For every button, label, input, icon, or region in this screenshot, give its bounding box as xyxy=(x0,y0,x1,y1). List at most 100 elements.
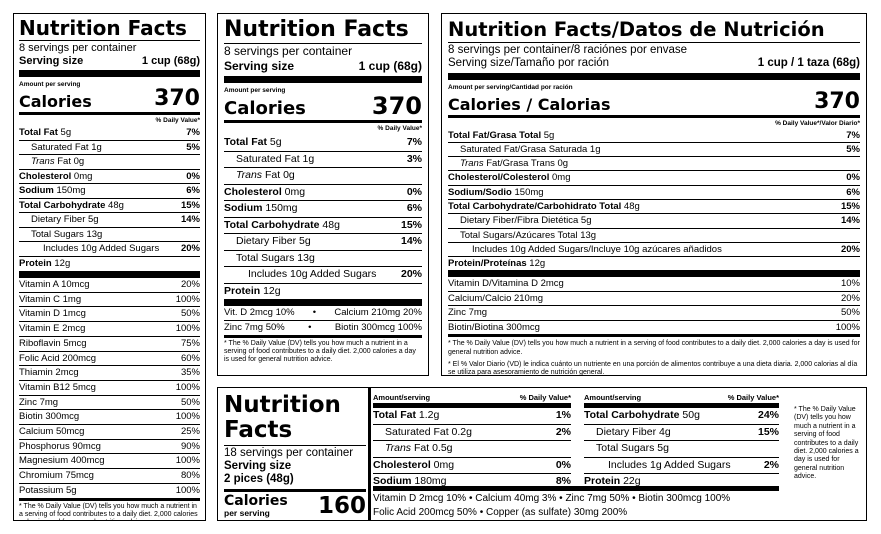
nutrient-label: Total Carbohydrate xyxy=(19,199,106,211)
nutrient-amount: 1g xyxy=(299,152,315,165)
nutrient-label: Sodium xyxy=(373,475,412,487)
nutrient-row: Total Sugars 5g xyxy=(584,440,779,457)
nutrient-row: Includes 10g Added Sugars 20% xyxy=(19,241,200,256)
nutrient-row: Sodium 150mg 6% xyxy=(224,200,422,217)
calories-value: 160 xyxy=(317,493,366,519)
nutrient-label: Trans xyxy=(31,156,55,167)
nutrient-amount: 5g xyxy=(296,235,311,247)
nutrient-daily-value: 1% xyxy=(555,409,571,421)
nutrient-label: Dietary Fiber xyxy=(596,425,657,438)
footnote: * The % Daily Value (DV) tells you how m… xyxy=(19,502,198,520)
nutrient-label: Total Fat xyxy=(373,409,416,421)
nutrient-daily-value: 6% xyxy=(186,185,200,196)
nutrient-row: Total Carbohydrate 48g 15% xyxy=(224,216,422,234)
nutrient-label: Total Carbohydrate xyxy=(584,409,680,421)
nutrient-row: Total Carbohydrate 48g 15% xyxy=(19,197,200,213)
footnote-spanish: * El % Valor Diario (VD) le indica cuánt… xyxy=(448,360,858,376)
nutrient-amount: 50g xyxy=(679,409,700,421)
servings-per-container: 18 servings per container xyxy=(224,447,354,459)
nutrient-amount: 5g xyxy=(57,127,72,138)
servings-per-container: 8 servings per container/8 raciónes por … xyxy=(448,43,688,56)
vitamin-row: Calcium 50mcg 25% xyxy=(19,424,200,439)
nutrient-amount: 0mg xyxy=(281,185,306,198)
nutrient-list: Total Fat 5g 7% Saturated Fat 1g 5% Trans Fa… xyxy=(19,126,200,270)
vitamin-row: Vitamin E 2mcg 100% xyxy=(19,321,200,336)
vitamin-label: Vitamin D/Vitamina D 2mcg xyxy=(448,278,564,290)
nutrient-row: Dietary Fiber/Fibra Dietética 5g 14% xyxy=(448,213,860,227)
nutrient-row: Protein 22g xyxy=(584,473,779,490)
nutrient-label: Saturated Fat xyxy=(385,425,449,438)
nutrient-row: Saturated Fat 1g 5% xyxy=(19,139,200,155)
bullet: • xyxy=(312,307,317,318)
nutrient-row: Trans Fat 0.5g xyxy=(373,440,571,457)
nutrient-label: Trans xyxy=(460,158,484,170)
vitamin-row: Calcium/Calcio 210mg 20% xyxy=(448,290,860,306)
nutrient-list: Total Fat/Grasa Total 5g 7% Saturated Fat/… xyxy=(448,129,860,271)
nutrient-amount: 150mg xyxy=(511,186,544,198)
footnote: * The % Daily Value (DV) tells you how m… xyxy=(794,406,859,481)
servings-per-container: 8 servings per container xyxy=(19,42,137,54)
nutrient-amount: 0mg xyxy=(71,170,93,182)
nutrient-amount: 48g xyxy=(105,199,124,211)
biotin: Biotin 300mcg 100% xyxy=(334,322,422,333)
nutrient-row: Total Fat 5g 7% xyxy=(224,135,422,151)
label-title-line2: Facts xyxy=(224,417,293,443)
nutrient-daily-value: 5% xyxy=(186,141,200,153)
nutrient-amount: 5g xyxy=(541,129,555,141)
nutrient-row: Dietary Fiber 5g 14% xyxy=(224,233,422,250)
nutrient-row: Total Sugars 13g xyxy=(19,226,200,242)
nutrient-row: Cholesterol 0mg 0% xyxy=(19,168,200,184)
calories-label: Calories / Calorias xyxy=(448,94,611,114)
nutrient-amount: 0mg xyxy=(430,458,455,471)
vitamin-label: Vitamin B12 5mcg xyxy=(19,381,96,393)
vitamin-label: Potassium 5g xyxy=(19,484,77,496)
vitamin-label: Folic Acid 200mcg xyxy=(19,352,97,364)
calories-label: Calories xyxy=(224,98,306,119)
vitamin-row: Vitamin D/Vitamina D 2mcg 10% xyxy=(448,277,860,291)
nutrient-amount: 12g xyxy=(260,284,281,297)
nutrient-row: Protein 12g xyxy=(224,282,422,300)
nutrient-daily-value: 20% xyxy=(840,243,860,255)
nutrient-label: Sodium xyxy=(19,185,54,196)
nutrient-daily-value: 7% xyxy=(186,127,200,138)
serving-size-label: Serving size xyxy=(224,460,292,472)
vitamin-label: Vitamin A 10mcg xyxy=(19,279,90,290)
vitamin-daily-value: 100% xyxy=(175,411,200,423)
nutrient-daily-value: 15% xyxy=(400,218,422,231)
nutrient-label: Protein/Proteínas xyxy=(448,258,527,270)
nutrient-amount: 180mg xyxy=(411,475,447,487)
nutrient-label: Total Sugars xyxy=(236,251,295,264)
nutrient-row: Cholesterol 0mg 0% xyxy=(224,183,422,201)
nutrient-daily-value: 15% xyxy=(840,200,860,212)
vitamin-label: Calcium/Calcio 210mg xyxy=(448,292,544,304)
vitamin-row: Folic Acid 200mcg 60% xyxy=(19,350,200,366)
nutrient-amount: Fat 0.5g xyxy=(411,442,453,454)
vitamin-label: Vitamin D 1mcg xyxy=(19,308,86,320)
nutrient-label: Total Fat xyxy=(224,136,267,148)
nutrient-daily-value: 2% xyxy=(555,425,571,438)
nutrient-label: Protein xyxy=(224,284,261,297)
vitamin-list: Vitamin D/Vitamina D 2mcg 10% Calcium/Calc… xyxy=(448,277,860,334)
nutrient-label: Total Sugars/Azúcares Total xyxy=(460,229,578,241)
column-dv-header: % Daily Value* xyxy=(727,393,779,402)
vitamin-daily-value: 60% xyxy=(180,352,200,364)
nutrient-amount: 1.2g xyxy=(415,409,440,421)
nutrient-amount: 5g xyxy=(654,442,669,454)
nutrient-amount: 13g xyxy=(83,228,103,240)
nutrient-daily-value: 0% xyxy=(186,170,200,182)
vitamin-label: Chromium 75mcg xyxy=(19,470,94,482)
vitamin-label: Zinc 7mg xyxy=(448,307,488,319)
calories-value: 370 xyxy=(814,88,860,114)
vitamin-label: Thiamin 2mcg xyxy=(19,367,79,379)
nutrition-label-3-bilingual: Nutrition Facts/Datos de Nutrición 8 ser… xyxy=(441,13,867,376)
vitamin-row: Phosphorus 90mcg 90% xyxy=(19,438,200,454)
nutrient-label: Total Sugars xyxy=(31,228,84,240)
nutrient-label: Trans xyxy=(236,169,263,181)
vitamin-label: Phosphorus 90mcg xyxy=(19,440,101,452)
nutrient-label: Total Fat xyxy=(19,127,58,138)
nutrient-amount: 150mg xyxy=(53,185,86,196)
nutrient-amount: 48g xyxy=(621,200,640,212)
vitamin-daily-value: 35% xyxy=(180,367,200,379)
vitamin-d: Vit. D 2mcg 10% xyxy=(224,307,295,318)
nutrient-label: Total Fat/Grasa Total xyxy=(448,129,542,141)
